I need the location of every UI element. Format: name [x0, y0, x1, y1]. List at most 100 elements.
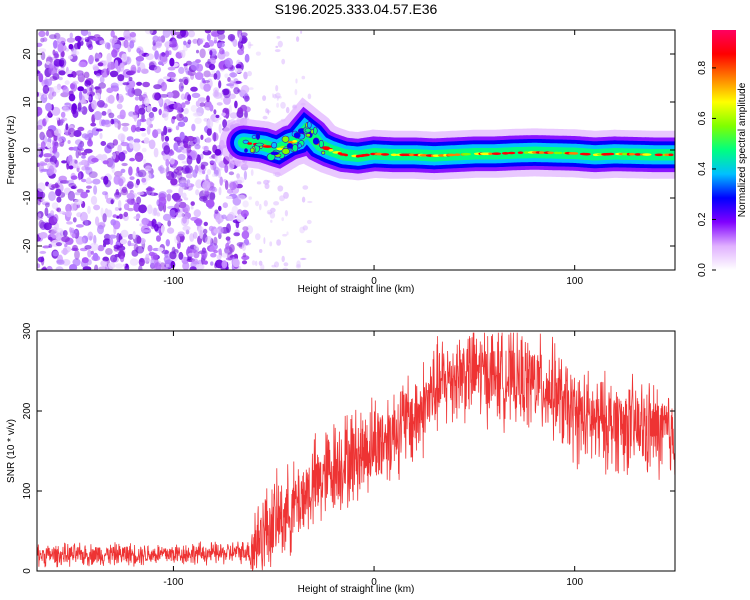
noise-speckle — [218, 248, 222, 254]
snr-ytick-label: 100 — [22, 482, 33, 499]
noise-speckle — [84, 245, 92, 250]
colorbar-tick-label: 0.0 — [697, 263, 708, 277]
noise-speckle — [141, 132, 147, 137]
noise-speckle — [96, 53, 102, 60]
noise-speckle — [177, 146, 185, 151]
carrier-hotspot — [344, 153, 348, 157]
noise-speckle — [50, 210, 55, 216]
noise-speckle — [37, 199, 41, 206]
noise-speckle — [206, 118, 214, 129]
noise-speckle — [136, 235, 142, 244]
noise-speckle — [111, 49, 118, 58]
noise-speckle — [114, 207, 119, 211]
noise-speckle — [146, 125, 151, 135]
noise-speckle — [74, 159, 78, 164]
noise-speckle — [209, 50, 213, 56]
noise-speckle — [229, 112, 238, 119]
noise-speckle — [157, 99, 163, 104]
noise-speckle — [144, 165, 152, 172]
carrier-blob — [281, 135, 290, 143]
noise-speckle — [159, 167, 167, 174]
noise-speckle — [169, 251, 177, 260]
noise-speckle — [55, 266, 64, 270]
noise-speckle — [170, 178, 178, 186]
noise-speckle — [120, 229, 129, 238]
noise-speckle — [55, 242, 63, 247]
noise-speckle — [72, 217, 77, 223]
noise-speckle — [56, 117, 60, 121]
noise-speckle — [274, 49, 281, 53]
noise-speckle — [122, 82, 130, 86]
noise-speckle — [87, 139, 93, 147]
spectrogram-ytick-label: 20 — [22, 48, 33, 60]
noise-speckle — [87, 31, 92, 37]
noise-speckle — [269, 241, 273, 247]
noise-speckle — [232, 258, 240, 268]
noise-speckle — [195, 218, 203, 226]
noise-speckle — [178, 251, 184, 260]
noise-speckle — [110, 199, 114, 205]
noise-speckle — [215, 154, 222, 164]
noise-speckle — [61, 160, 67, 164]
noise-speckle — [99, 76, 105, 84]
noise-speckle — [114, 194, 120, 200]
noise-speckle — [122, 125, 129, 132]
noise-speckle — [134, 96, 140, 101]
noise-speckle — [193, 244, 199, 250]
noise-speckle — [88, 171, 98, 179]
noise-speckle — [206, 128, 212, 136]
snr-series-line — [37, 332, 675, 571]
noise-speckle — [218, 205, 222, 212]
snr-ytick-label: 300 — [22, 322, 33, 339]
noise-speckle — [136, 119, 142, 127]
noise-speckle — [71, 229, 78, 234]
noise-speckle — [102, 160, 110, 165]
noise-speckle — [44, 158, 50, 163]
noise-speckle — [296, 36, 300, 42]
noise-speckle — [204, 42, 210, 48]
noise-speckle — [87, 231, 94, 241]
noise-speckle — [105, 248, 113, 255]
noise-speckle — [89, 91, 96, 96]
noise-speckle — [116, 232, 121, 242]
snr-ylabel: SNR (10 * v/v) — [6, 419, 17, 483]
noise-speckle — [106, 87, 114, 94]
noise-speckle — [306, 239, 312, 244]
noise-speckle — [67, 127, 76, 138]
noise-speckle — [40, 168, 49, 172]
carrier-hotspot — [454, 153, 461, 156]
noise-speckle — [173, 31, 183, 36]
noise-speckle — [117, 144, 122, 153]
noise-speckle — [194, 117, 202, 124]
noise-speckle — [148, 139, 156, 150]
spectrogram-xlabel: Height of straight line (km) — [298, 284, 415, 295]
noise-speckle — [152, 45, 157, 51]
noise-speckle — [185, 229, 190, 235]
noise-speckle — [213, 73, 218, 80]
noise-speckle — [62, 247, 68, 256]
noise-speckle — [237, 48, 245, 56]
noise-speckle — [202, 80, 207, 84]
noise-speckle — [127, 200, 137, 206]
noise-speckle — [175, 211, 184, 218]
noise-speckle — [94, 86, 100, 90]
noise-speckle — [81, 151, 88, 156]
noise-speckle — [192, 231, 198, 239]
noise-speckle — [157, 36, 162, 42]
carrier-blob — [305, 133, 311, 138]
noise-speckle — [38, 48, 47, 53]
noise-speckle — [142, 81, 151, 88]
noise-speckle — [129, 258, 139, 266]
noise-speckle — [203, 83, 211, 92]
snr-xlabel: Height of straight line (km) — [298, 584, 415, 595]
noise-speckle — [236, 173, 241, 179]
carrier-blob — [293, 132, 301, 139]
spectrogram-ytick-label: -10 — [22, 190, 33, 205]
noise-speckle — [215, 114, 220, 119]
snr-ytick-label: 200 — [22, 402, 33, 419]
noise-speckle — [148, 112, 154, 119]
noise-speckle — [39, 162, 48, 166]
noise-speckle — [45, 202, 50, 208]
noise-speckle — [112, 139, 119, 146]
noise-speckle — [222, 202, 228, 209]
